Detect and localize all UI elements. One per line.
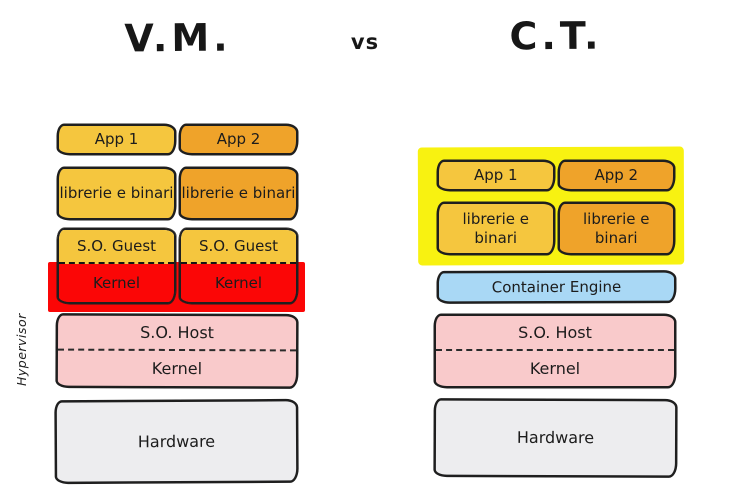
vm-guest1-box: S.O. Guest Kernel <box>57 228 176 304</box>
vm-libs-row: librerie e binari librerie e binari <box>57 167 298 220</box>
ct-libs1-box: librerie e binari <box>437 202 555 255</box>
ct-host-os: S.O. Host <box>436 316 674 351</box>
vm-host-kernel: Kernel <box>151 358 203 378</box>
vm-app2-box: App 2 <box>179 124 298 155</box>
vs-label: vs <box>350 30 380 54</box>
ct-title: C.T. <box>509 13 603 59</box>
vm-libs1-box: librerie e binari <box>57 167 176 220</box>
vm-guest-row: S.O. Guest Kernel S.O. Guest Kernel <box>57 228 298 304</box>
vm-guest1-kernel: Kernel <box>59 264 174 302</box>
hypervisor-label: Hypervisor <box>14 313 29 387</box>
ct-libs2-box: librerie e binari <box>557 202 675 255</box>
ct-hardware-box: Hardware <box>433 398 678 478</box>
vm-guest2-os: S.O. Guest <box>181 230 296 264</box>
vm-guest2-box: S.O. Guest Kernel <box>179 228 298 304</box>
vm-host-box: S.O. Host Kernel <box>55 313 299 389</box>
ct-host-box: S.O. Host Kernel <box>434 314 676 388</box>
ct-host-kernel: Kernel <box>529 358 581 378</box>
vm-hardware-box: Hardware <box>54 399 299 484</box>
vm-libs2-box: librerie e binari <box>179 167 298 220</box>
ct-libs-row: librerie e binari librerie e binari <box>437 202 675 255</box>
vm-apps-row: App 1 App 2 <box>57 124 298 155</box>
vm-host-os: S.O. Host <box>58 315 297 352</box>
vm-app1-box: App 1 <box>57 124 176 155</box>
vm-guest2-kernel: Kernel <box>181 264 296 302</box>
ct-apps-row: App 1 App 2 <box>437 160 675 191</box>
ct-app1-box: App 1 <box>437 160 555 191</box>
vm-guest1-os: S.O. Guest <box>59 230 174 264</box>
ct-app2-box: App 2 <box>557 160 675 191</box>
vm-title: V.M. <box>124 15 232 61</box>
container-engine-box: Container Engine <box>436 270 677 304</box>
